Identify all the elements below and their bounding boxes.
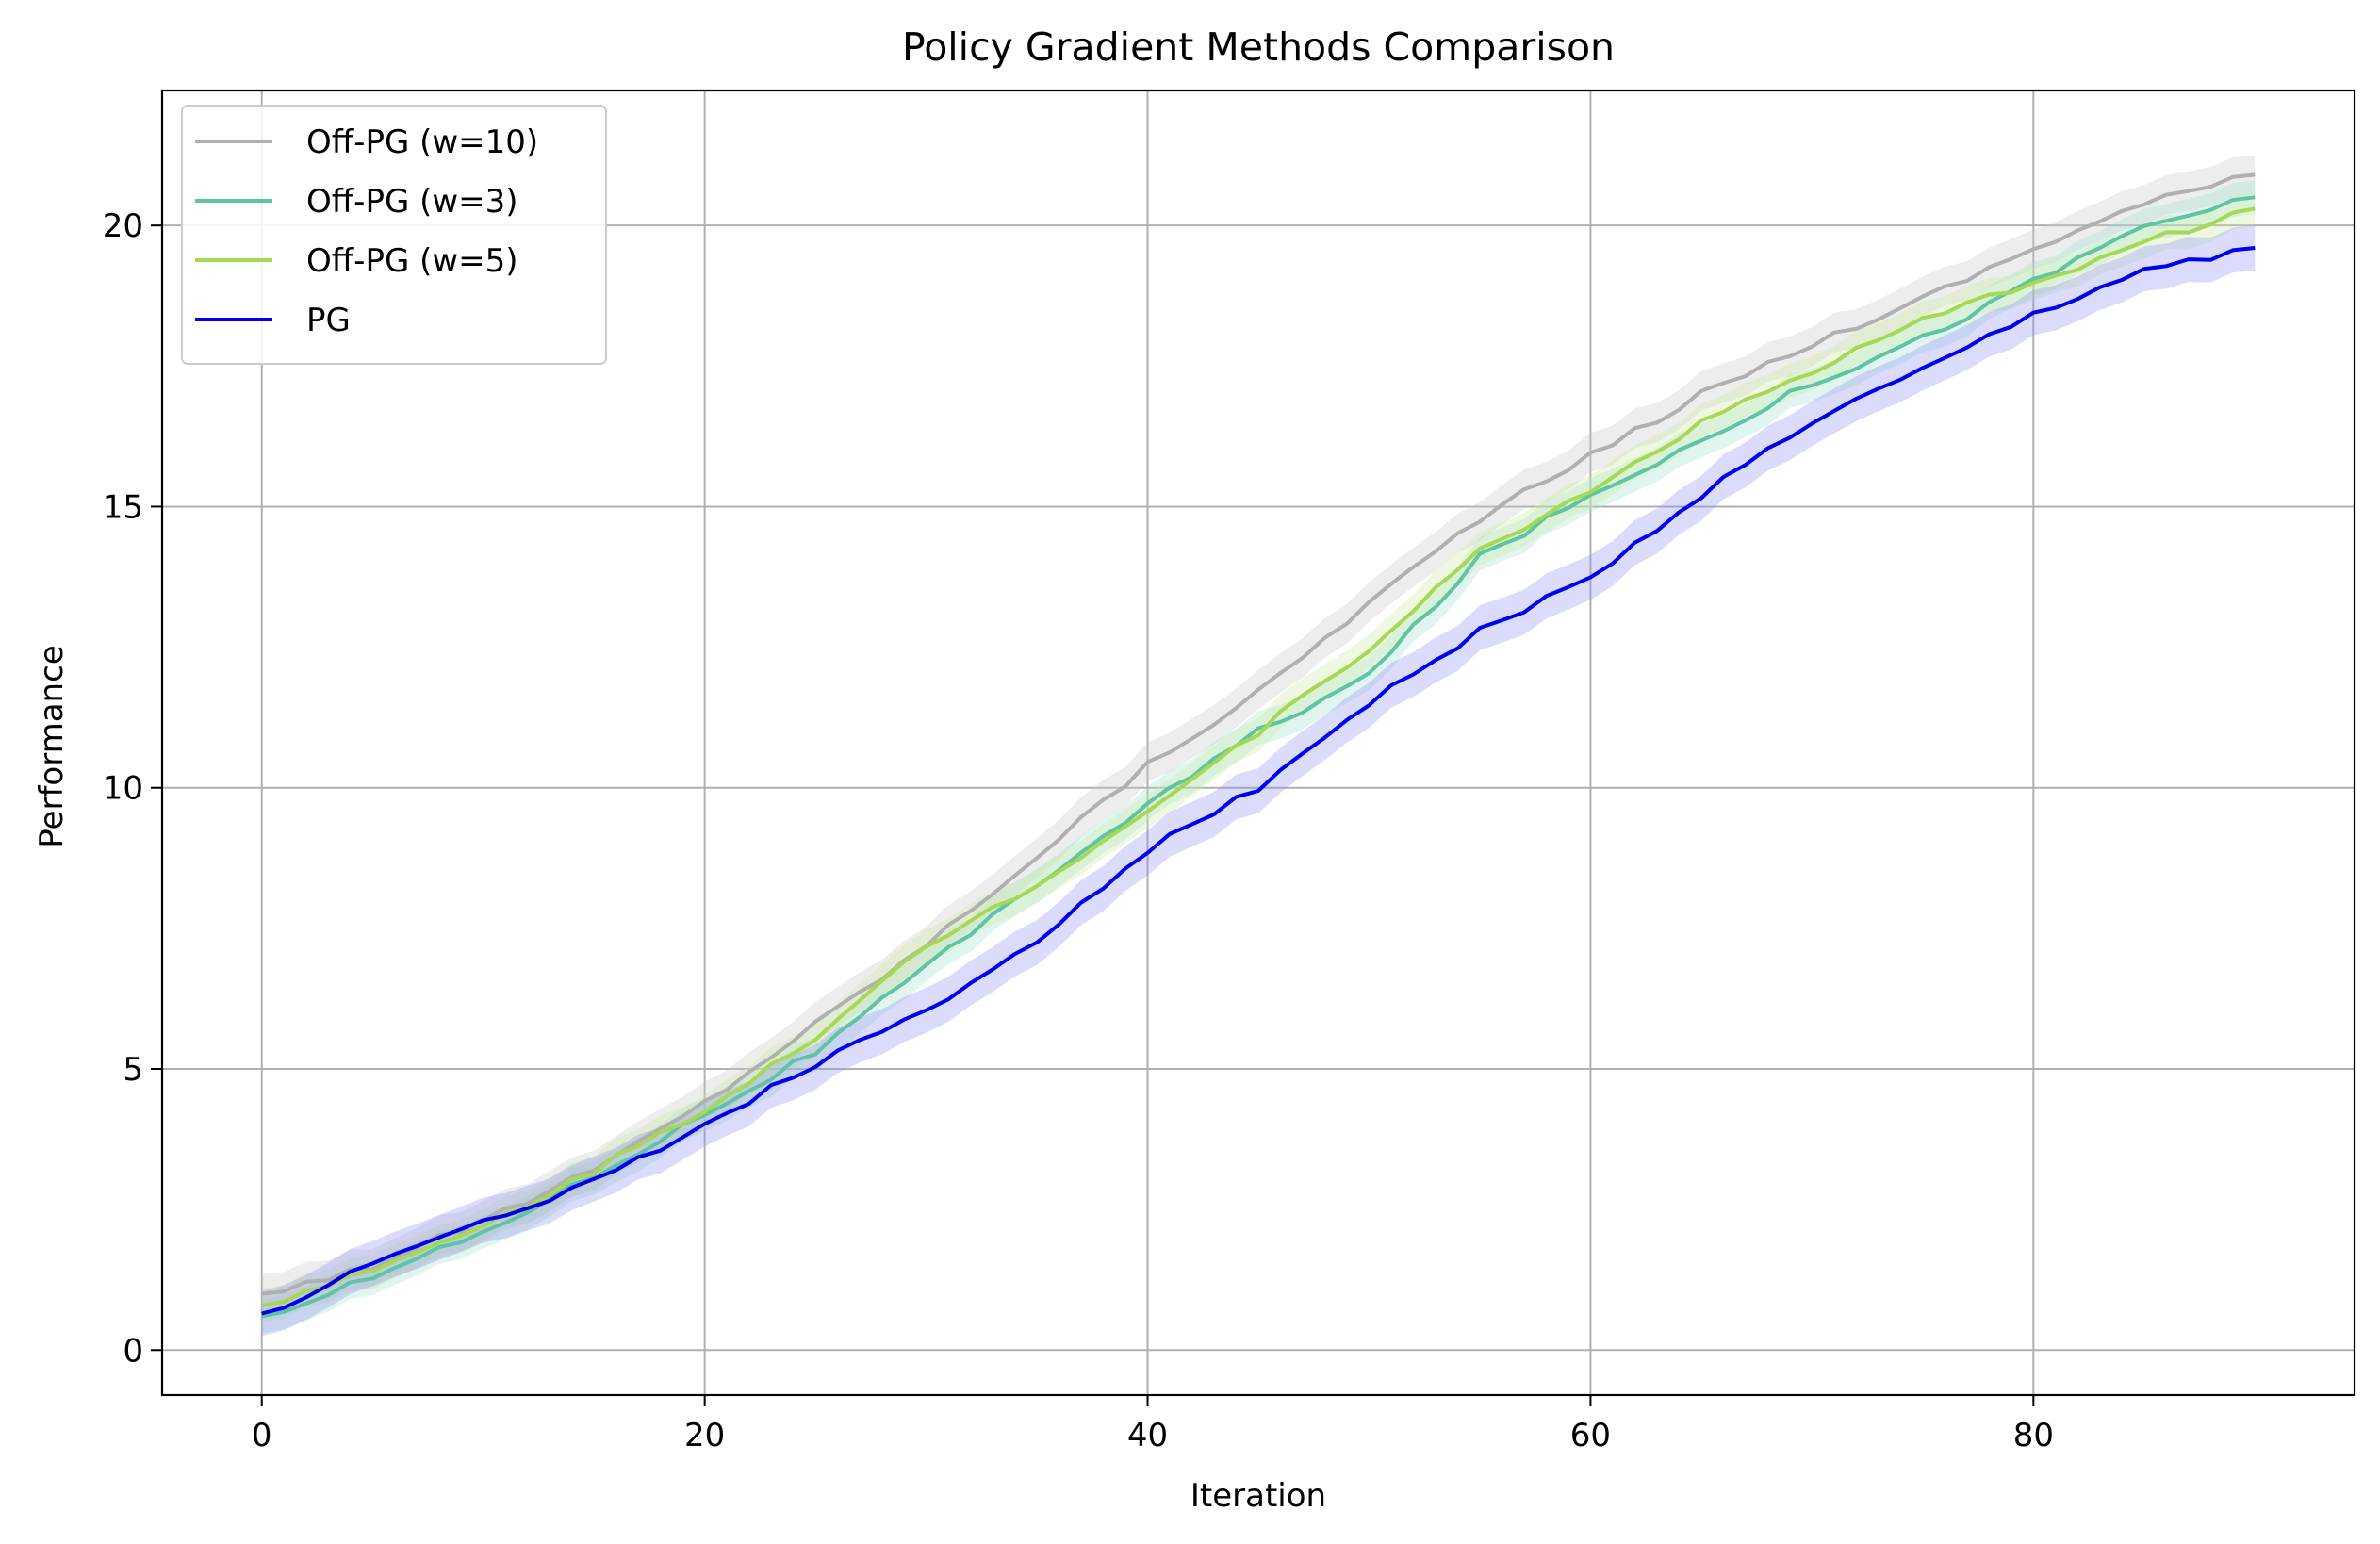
y-tick-label: 15 <box>103 488 143 526</box>
confidence-bands <box>261 155 2256 1337</box>
legend-label: Off-PG (w=10) <box>306 123 538 161</box>
x-tick-label: 40 <box>1127 1417 1168 1454</box>
series-band-3 <box>261 225 2256 1337</box>
y-tick-label: 10 <box>103 770 143 808</box>
chart-title: Policy Gradient Methods Comparison <box>902 25 1615 70</box>
series-line-0 <box>261 172 2256 1296</box>
x-tick-label: 80 <box>2013 1417 2054 1454</box>
legend-label: Off-PG (w=3) <box>306 183 518 221</box>
grid-lines <box>162 90 2355 1395</box>
x-axis-label: Iteration <box>1190 1477 1326 1515</box>
legend: Off-PG (w=10) Off-PG (w=3) Off-PG (w=5) PG <box>181 105 607 365</box>
y-axis-label: Performance <box>33 645 71 847</box>
plot-frame <box>160 89 2356 1397</box>
x-tick-label: 0 <box>252 1417 272 1454</box>
x-axis-ticks: 0 20 40 60 80 <box>252 1395 2054 1454</box>
y-tick-label: 20 <box>103 207 143 245</box>
legend-label: PG <box>306 302 351 339</box>
y-tick-label: 0 <box>123 1332 143 1370</box>
x-tick-label: 20 <box>684 1417 725 1454</box>
series-line-2 <box>261 206 2256 1307</box>
x-tick-label: 60 <box>1570 1417 1611 1454</box>
legend-box <box>181 105 607 365</box>
series-lines <box>261 172 2256 1319</box>
y-axis-ticks: 0 5 10 15 20 <box>103 207 162 1370</box>
y-tick-label: 5 <box>123 1051 143 1089</box>
series-line-3 <box>261 246 2256 1316</box>
legend-label: Off-PG (w=5) <box>306 242 518 280</box>
